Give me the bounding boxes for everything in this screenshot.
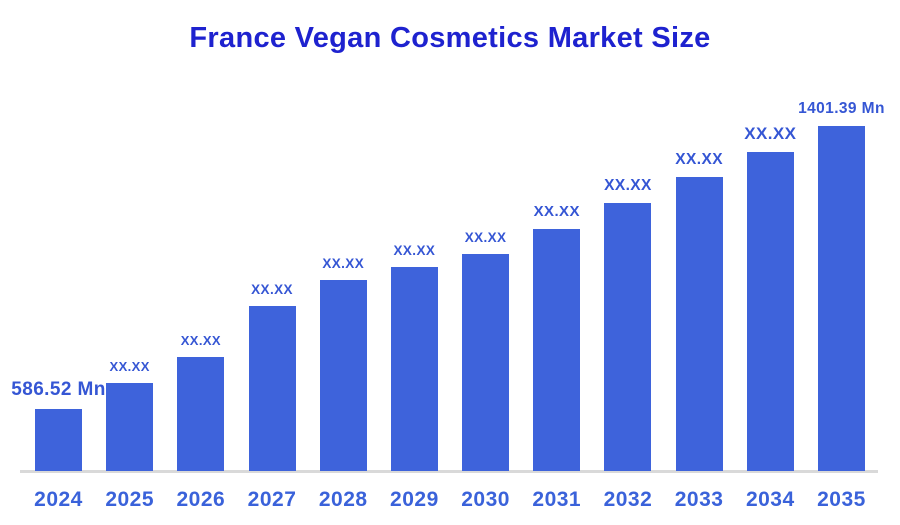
x-axis-line: [20, 470, 878, 473]
bar-value-label-2028: XX.XX: [322, 255, 365, 271]
x-tick-label-2035: 2035: [817, 488, 866, 511]
x-tick-label-2025: 2025: [105, 488, 155, 511]
bar-value-label-2027: XX.XX: [251, 281, 293, 297]
bar-value-label-2030: XX.XX: [464, 229, 507, 245]
x-tick-label-2024: 2024: [34, 488, 83, 511]
bar-2027: [248, 306, 296, 471]
bar-value-label-2034: XX.XX: [744, 124, 797, 143]
x-tick-label-2034: 2034: [745, 488, 795, 511]
bar-2025: [106, 383, 154, 471]
x-tick-label-2027: 2027: [247, 488, 297, 511]
bar-value-label-2026: XX.XX: [180, 333, 222, 348]
bar-value-label-2031: XX.XX: [533, 203, 580, 220]
bar-value-label-2035: 1401.39 Mn: [798, 99, 885, 117]
bar-value-label-2032: XX.XX: [604, 176, 652, 194]
bar-2035: [817, 126, 865, 471]
bar-2028: [319, 280, 367, 471]
x-tick-label-2033: 2033: [674, 488, 724, 511]
bar-2029: [390, 267, 438, 471]
bar-2026: [177, 357, 225, 471]
chart-title: France Vegan Cosmetics Market Size: [189, 22, 711, 54]
bar-value-label-2029: XX.XX: [393, 242, 436, 258]
bar-value-label-2024: 586.52 Mn: [11, 379, 106, 400]
x-tick-label-2029: 2029: [390, 488, 439, 511]
bar-2031: [533, 229, 581, 471]
bar-2032: [604, 203, 652, 471]
x-tick-label-2032: 2032: [603, 488, 653, 511]
bar-2034: [746, 152, 794, 471]
x-tick-label-2028: 2028: [318, 488, 368, 511]
bar-value-label-2025: XX.XX: [109, 359, 150, 374]
x-tick-label-2031: 2031: [532, 488, 582, 511]
bar-2033: [675, 177, 723, 471]
bar-2024: [35, 409, 82, 471]
x-tick-label-2030: 2030: [461, 488, 510, 511]
bar-2030: [462, 254, 510, 471]
bar-value-label-2033: XX.XX: [675, 150, 723, 168]
x-tick-label-2026: 2026: [176, 488, 226, 511]
